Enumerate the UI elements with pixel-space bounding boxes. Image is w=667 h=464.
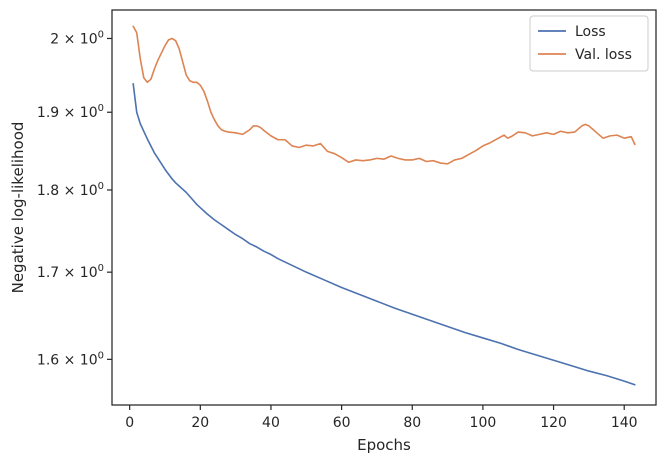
x-tick-label: 40 xyxy=(262,415,280,431)
legend-label-loss: Loss xyxy=(575,24,606,40)
x-tick-label: 60 xyxy=(333,415,351,431)
x-tick-label: 80 xyxy=(403,415,421,431)
y-axis-label: Negative log-likelihood xyxy=(9,122,27,294)
x-tick-label: 140 xyxy=(611,415,638,431)
y-tick-label: 1.8 × 100 xyxy=(37,181,104,199)
y-tick-label: 1.6 × 100 xyxy=(37,350,104,368)
series-layer xyxy=(132,25,636,386)
plot-frame xyxy=(111,9,657,406)
legend-items: Loss Val. loss xyxy=(538,24,632,63)
x-tick-label: 120 xyxy=(540,415,567,431)
series-line-val-loss xyxy=(132,25,636,165)
x-tick-label: 0 xyxy=(125,415,134,431)
x-axis-label: Epochs xyxy=(357,436,411,454)
series-line-loss xyxy=(132,82,636,386)
legend: Loss Val. loss xyxy=(529,15,649,72)
legend-label-val-loss: Val. loss xyxy=(575,47,632,63)
y-tick-label: 1.7 × 100 xyxy=(37,263,104,281)
legend-box xyxy=(529,15,649,72)
y-tick-label: 1.9 × 100 xyxy=(37,103,104,121)
x-tick-label: 100 xyxy=(470,415,497,431)
ticks-layer: 0 20 40 60 80 100 120 140 1.6 × 100 1.7 × 100 1.8 … xyxy=(37,29,638,431)
x-tick-label: 20 xyxy=(191,415,209,431)
y-tick-label: 2 × 100 xyxy=(50,29,104,47)
